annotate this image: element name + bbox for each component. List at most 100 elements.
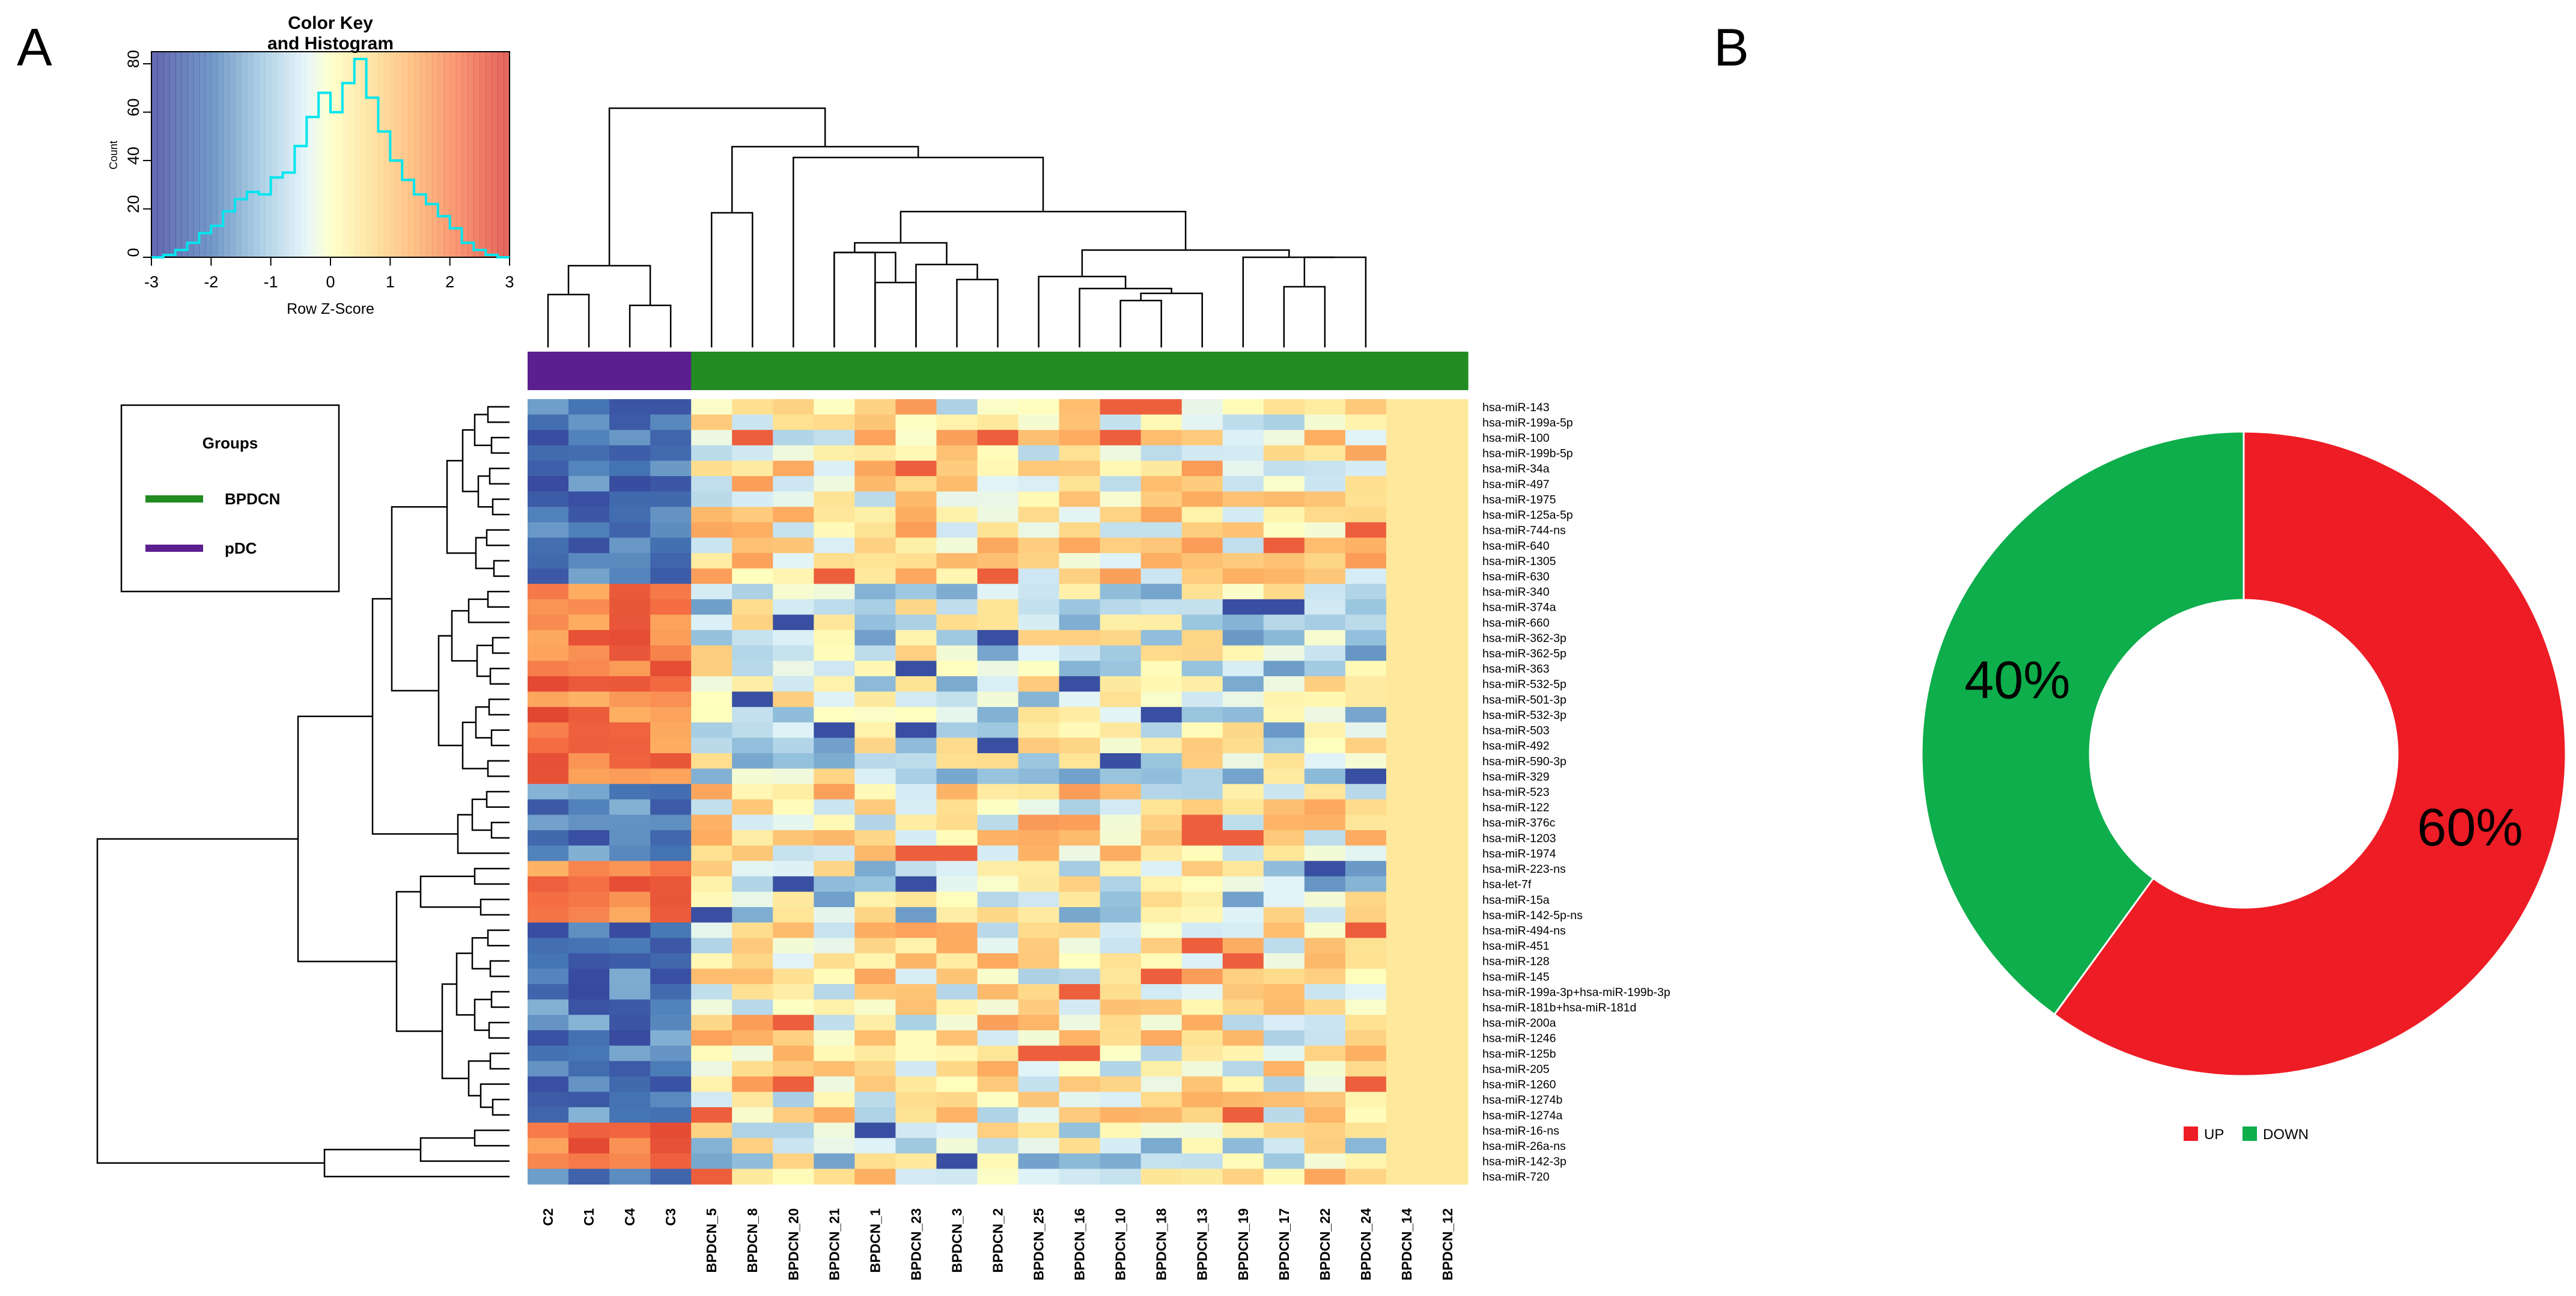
heatmap-cell: [1181, 537, 1223, 554]
heatmap-cell: [1304, 876, 1346, 893]
heatmap-cell: [732, 722, 773, 738]
heatmap-cell: [1140, 599, 1183, 616]
heatmap-cell: [691, 753, 732, 769]
heatmap-cell: [691, 1153, 732, 1169]
heatmap-cell: [895, 922, 937, 938]
heatmap-cell: [1427, 891, 1469, 908]
x-tick-label: -1: [264, 273, 278, 291]
color-key-band: [461, 52, 469, 257]
heatmap-cell: [1059, 476, 1101, 492]
heatmap-cell: [732, 922, 773, 938]
heatmap-cell: [1304, 430, 1346, 446]
heatmap-cell: [773, 537, 814, 554]
heatmap-cell: [1304, 1030, 1346, 1047]
heatmap-cell: [1018, 907, 1060, 923]
heatmap-cell: [1345, 1122, 1387, 1139]
heatmap-cell: [1059, 1030, 1101, 1047]
heatmap-cell: [814, 460, 855, 477]
heatmap-cell: [1181, 599, 1223, 616]
heatmap-cell: [650, 460, 692, 477]
heatmap-cell: [1100, 1107, 1142, 1123]
heatmap-cell: [895, 476, 937, 492]
heatmap-cell: [1427, 491, 1469, 507]
row-label: hsa-miR-16-ns: [1482, 1124, 1559, 1137]
column-label: C1: [581, 1208, 597, 1226]
heatmap-cell: [1222, 1122, 1264, 1139]
row-dendro-link: [451, 610, 477, 662]
group-bar-cell: [1181, 352, 1223, 390]
heatmap-cell: [773, 584, 814, 600]
heatmap-cell: [854, 568, 896, 584]
heatmap-cell: [650, 676, 692, 692]
heatmap-cell: [1263, 768, 1305, 784]
heatmap-cell: [732, 1138, 773, 1154]
column-label: C2: [540, 1208, 556, 1226]
heatmap-cell: [1181, 630, 1223, 646]
color-key-band: [187, 52, 194, 257]
heatmap-cell: [814, 738, 855, 754]
row-label: hsa-miR-630: [1482, 570, 1550, 583]
heatmap-cell: [1427, 738, 1469, 754]
heatmap-cell: [773, 414, 814, 430]
heatmap-cell: [1386, 1076, 1428, 1092]
heatmap-cell: [1100, 738, 1142, 754]
group-bar-cell: [1222, 352, 1264, 390]
heatmap-cell: [528, 661, 569, 677]
heatmap-cell: [1222, 599, 1264, 616]
heatmap-cell: [1263, 999, 1305, 1015]
heatmap-cell: [977, 630, 1019, 646]
heatmap-cell: [1427, 614, 1469, 631]
heatmap-cell: [568, 414, 610, 430]
heatmap-cell: [691, 799, 732, 816]
heatmap-cell: [936, 476, 978, 492]
heatmap-cell: [895, 661, 937, 677]
heatmap-cell: [895, 722, 937, 738]
heatmap-cell: [1345, 430, 1387, 446]
heatmap-cell: [854, 999, 896, 1015]
heatmap-cell: [1059, 707, 1101, 723]
heatmap-cell: [691, 630, 732, 646]
heatmap-cell: [977, 645, 1019, 661]
heatmap-cell: [1018, 938, 1060, 954]
color-key-band: [455, 52, 463, 257]
heatmap-cell: [1427, 553, 1469, 569]
heatmap-cell: [1263, 691, 1305, 708]
heatmap-cell: [1304, 522, 1346, 539]
heatmap-cell: [1345, 984, 1387, 1000]
row-dendro-link: [457, 814, 510, 854]
heatmap-cell: [936, 815, 978, 831]
heatmap-cell: [650, 707, 692, 723]
row-dendro-link: [467, 598, 510, 623]
heatmap-cell: [1304, 568, 1346, 584]
heatmap-cell: [1018, 1122, 1060, 1139]
heatmap-cell: [1263, 460, 1305, 477]
heatmap-cell: [691, 599, 732, 616]
heatmap-cell: [977, 399, 1019, 415]
heatmap-cell: [1304, 799, 1346, 816]
heatmap-cell: [814, 830, 855, 846]
heatmap-cell: [691, 691, 732, 708]
row-label: hsa-miR-532-3p: [1482, 709, 1567, 722]
heatmap-cell: [936, 568, 978, 584]
heatmap-cell: [732, 984, 773, 1000]
heatmap-cell: [1222, 815, 1264, 831]
heatmap-cell: [1181, 876, 1223, 893]
color-key-band: [252, 52, 260, 257]
x-tick-label: 1: [386, 273, 395, 291]
heatmap-cell: [814, 676, 855, 692]
heatmap-cell: [895, 830, 937, 846]
heatmap-cell: [1059, 676, 1101, 692]
heatmap-cell: [1018, 537, 1060, 554]
heatmap-cell: [1263, 1153, 1305, 1169]
heatmap-cell: [691, 1061, 732, 1077]
heatmap-cell: [895, 984, 937, 1000]
heatmap-cell: [814, 568, 855, 584]
heatmap-cell: [1427, 537, 1469, 554]
heatmap-cell: [1059, 753, 1101, 769]
heatmap-cell: [1181, 784, 1223, 800]
heatmap-cell: [895, 938, 937, 954]
heatmap-cell: [854, 691, 896, 708]
heatmap-cell: [1427, 1092, 1469, 1108]
heatmap-cell: [977, 1153, 1019, 1169]
